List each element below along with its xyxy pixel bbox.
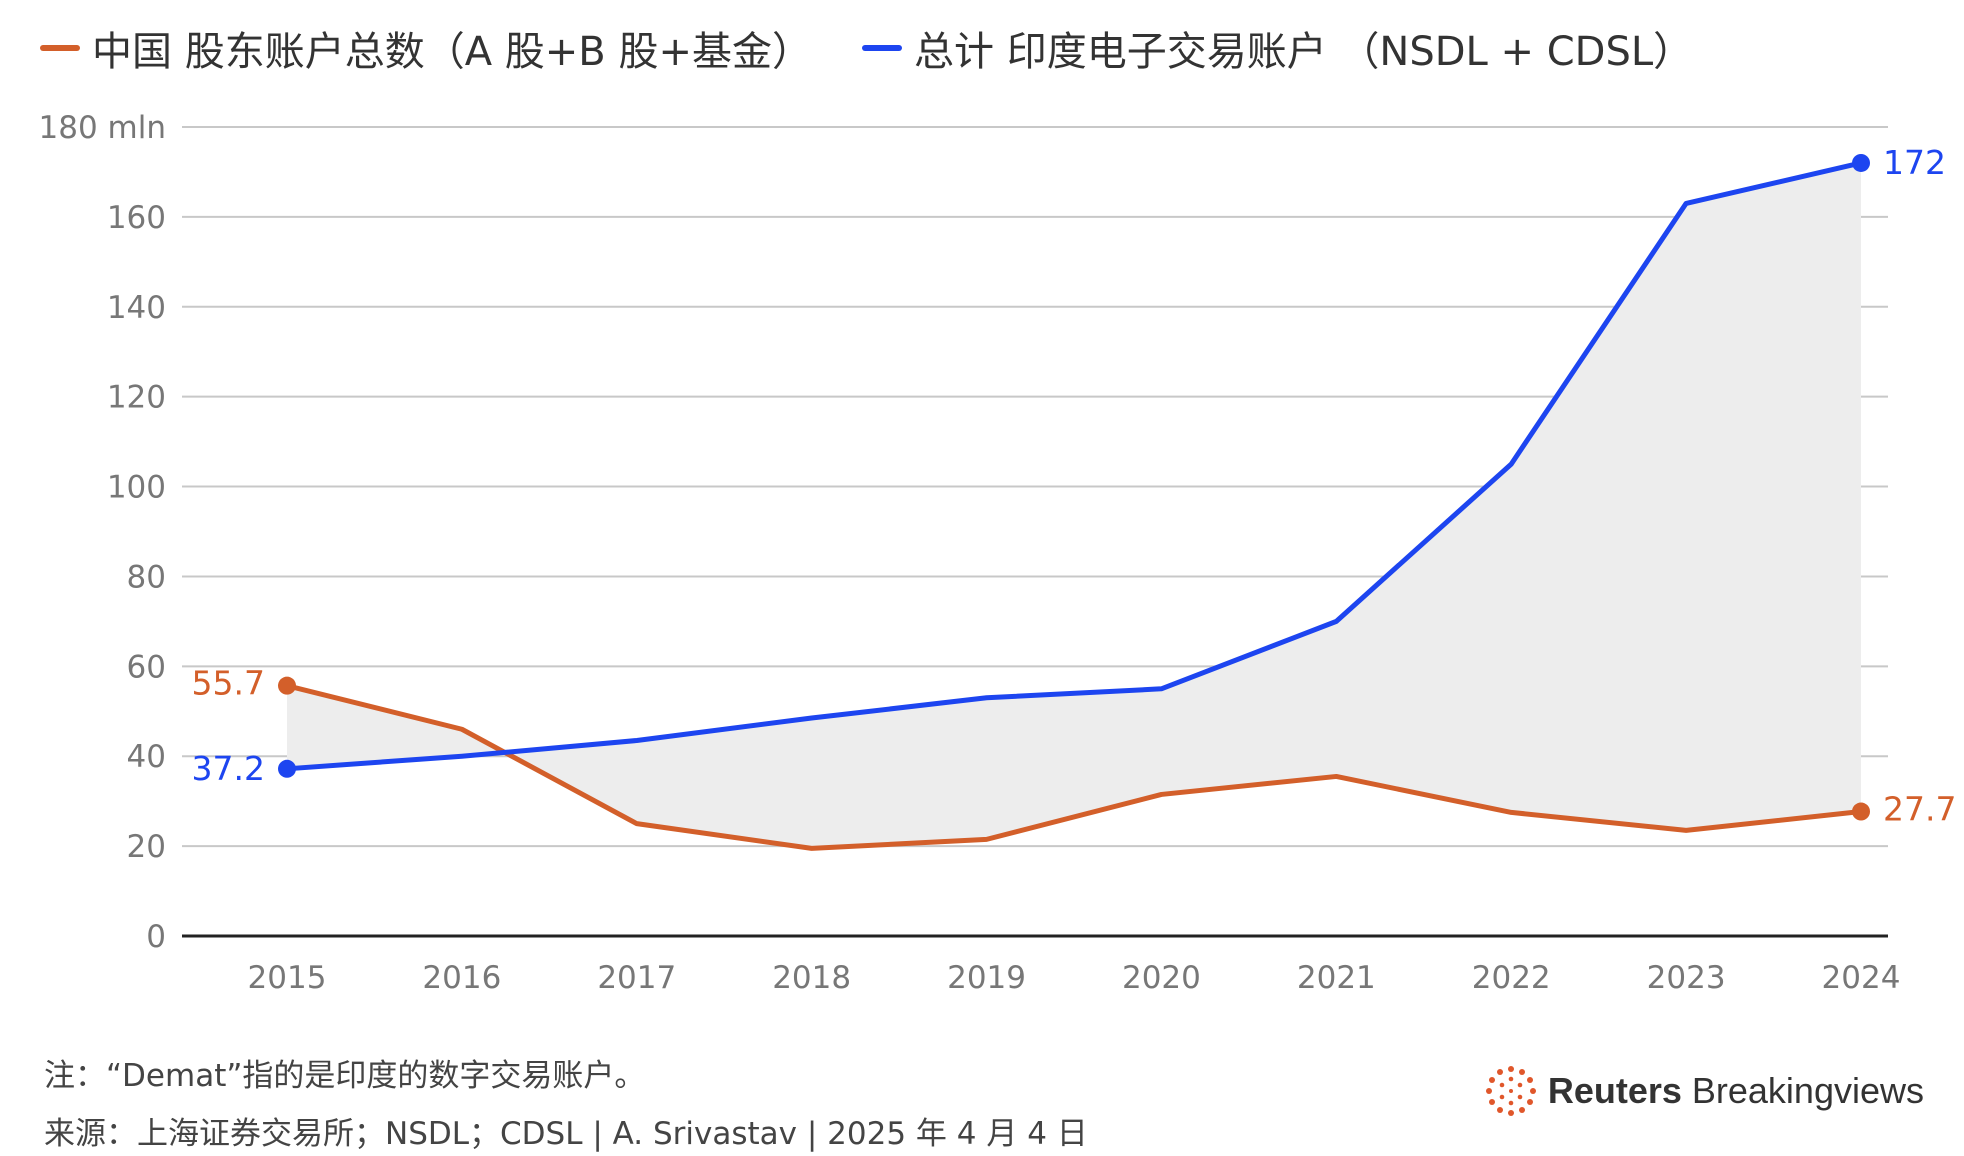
y-tick-label: 20: [127, 829, 166, 865]
legend-swatch-india: [861, 45, 902, 51]
y-tick-label: 180 mln: [39, 110, 166, 146]
y-tick-label: 120: [107, 380, 166, 416]
brand-name-light: Breakingviews: [1691, 1070, 1924, 1111]
x-tick-label: 2022: [1472, 960, 1551, 996]
y-tick-label: 60: [127, 649, 166, 685]
x-tick-label: 2021: [1297, 960, 1376, 996]
x-tick-label: 2017: [597, 960, 676, 996]
y-tick-label: 140: [107, 290, 166, 326]
footer-note: 注：“Demat”指的是印度的数字交易账户。: [44, 1058, 646, 1094]
data-label-china-end: 27.7: [1883, 790, 1956, 829]
legend-label-china: 中国 股东账户总数（A 股+B 股+基金）: [92, 29, 812, 75]
y-tick-label: 100: [107, 470, 166, 506]
point-india-end: [1852, 153, 1870, 172]
data-label-india-end: 172: [1883, 143, 1946, 182]
brand-logo: Reuters Breakingviews: [1484, 1064, 1924, 1118]
series-line-china: [284, 683, 1864, 851]
point-china-start: [278, 676, 296, 695]
labels-layer: 0 20 40 60 80 100 120 140 160 180 mln 2015 2016 2017…: [39, 110, 1957, 996]
reuters-dot-ring-icon: [1485, 1066, 1536, 1116]
legend-item-india: 总计 印度电子交易账户 （NSDL + CDSL）: [861, 19, 1694, 77]
brand-name-bold: Reuters: [1547, 1070, 1682, 1111]
series-lines-layer: [284, 160, 1864, 851]
endpoints-layer: [278, 153, 1870, 821]
legend: 中国 股东账户总数（A 股+B 股+基金） 总计 印度电子交易账户 （NSDL …: [40, 18, 1693, 78]
y-tick-label: 160: [107, 200, 166, 236]
point-india-start: [278, 759, 296, 778]
y-tick-label: 40: [127, 739, 166, 775]
point-china-end: [1852, 802, 1870, 821]
legend-swatch-china: [40, 45, 80, 51]
footer-source: 来源：上海证券交易所；NSDL；CDSL | A. Srivastav | 20…: [44, 1116, 1088, 1152]
data-label-china-start: 55.7: [192, 664, 265, 703]
legend-item-china: 中国 股东账户总数（A 股+B 股+基金）: [40, 19, 812, 77]
x-tick-label: 2024: [1822, 960, 1901, 996]
x-tick-label: 2020: [1122, 960, 1201, 996]
x-tick-label: 2016: [422, 960, 501, 996]
legend-label-india: 总计 印度电子交易账户 （NSDL + CDSL）: [913, 29, 1694, 75]
y-tick-label: 80: [127, 559, 166, 595]
x-tick-label: 2019: [947, 960, 1026, 996]
shaded-area-layer: [287, 162, 1861, 849]
series-line-india: [284, 160, 1864, 772]
data-label-india-start: 37.2: [192, 749, 265, 788]
shaded-area: [287, 162, 1861, 849]
x-tick-label: 2018: [772, 960, 851, 996]
y-tick-label: 0: [146, 919, 166, 955]
x-tick-label: 2015: [248, 960, 327, 996]
x-tick-label: 2023: [1647, 960, 1726, 996]
